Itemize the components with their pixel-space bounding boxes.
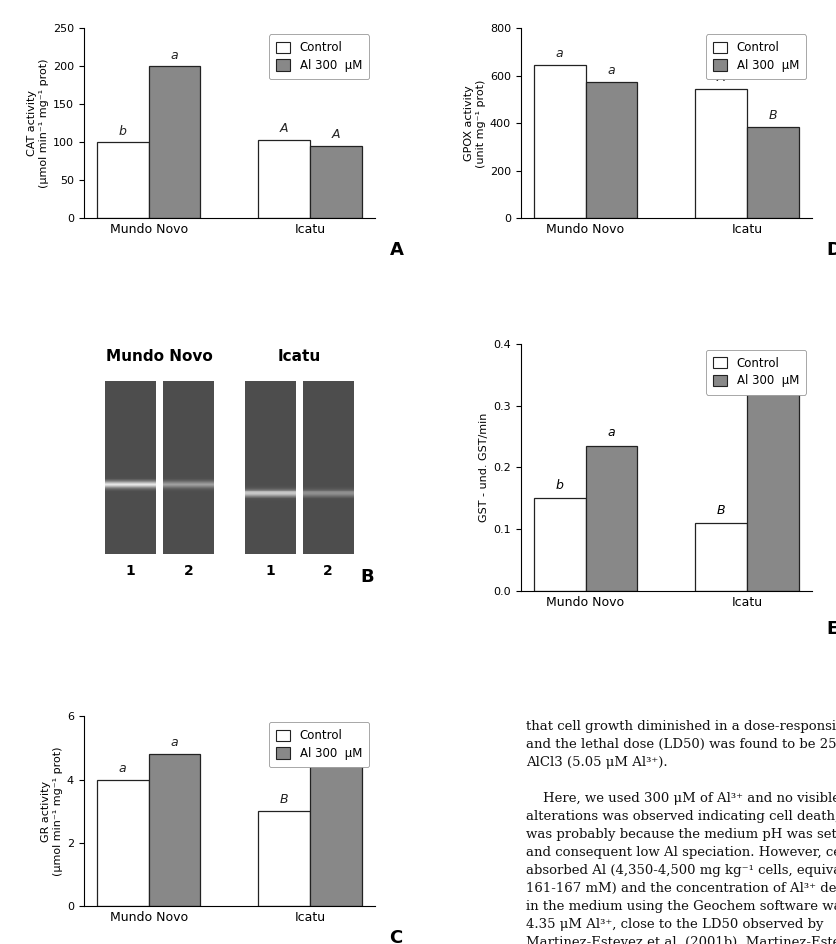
Bar	[533, 498, 585, 591]
Text: 2: 2	[323, 564, 333, 578]
Bar	[309, 754, 361, 906]
Bar	[104, 380, 156, 554]
Text: B: B	[360, 568, 374, 586]
Bar	[585, 446, 636, 591]
Text: B: B	[767, 110, 776, 122]
Bar	[149, 66, 200, 218]
Bar	[746, 126, 798, 218]
Legend: Control, Al 300  μM: Control, Al 300 μM	[705, 349, 805, 395]
Bar	[302, 380, 354, 554]
Text: 2: 2	[183, 564, 193, 578]
Text: A: A	[331, 128, 339, 142]
Text: a: a	[119, 762, 126, 775]
Text: 1: 1	[125, 564, 135, 578]
Bar	[309, 146, 361, 218]
Bar	[97, 780, 149, 906]
Text: b: b	[555, 479, 563, 492]
Bar	[244, 380, 296, 554]
Bar	[533, 65, 585, 218]
Legend: Control, Al 300  μM: Control, Al 300 μM	[268, 34, 369, 79]
Y-axis label: CAT activity
(μmol min⁻¹ mg⁻¹ prot): CAT activity (μmol min⁻¹ mg⁻¹ prot)	[27, 59, 48, 188]
Bar	[162, 380, 214, 554]
Text: that cell growth diminished in a dose-responsive way,
and the lethal dose (LD50): that cell growth diminished in a dose-re…	[526, 720, 836, 944]
Text: B: B	[716, 504, 725, 516]
Text: D: D	[825, 241, 836, 260]
Text: B: B	[279, 794, 288, 806]
Bar	[585, 82, 636, 218]
Bar	[258, 811, 309, 906]
Bar	[97, 143, 149, 218]
Y-axis label: GPOX activity
(unit mg⁻¹ prot): GPOX activity (unit mg⁻¹ prot)	[463, 79, 485, 167]
Bar	[695, 523, 746, 591]
Bar	[695, 89, 746, 218]
Text: a: a	[171, 736, 178, 750]
Text: A: A	[331, 736, 339, 750]
Bar	[149, 754, 200, 906]
Legend: Control, Al 300  μM: Control, Al 300 μM	[268, 722, 369, 767]
Text: E: E	[825, 620, 836, 638]
Text: A: A	[716, 71, 725, 84]
Text: Icatu: Icatu	[278, 348, 320, 363]
Text: Mundo Novo: Mundo Novo	[106, 348, 212, 363]
Text: a: a	[555, 47, 563, 60]
Y-axis label: GR activity
(μmol min⁻¹ mg⁻¹ prot): GR activity (μmol min⁻¹ mg⁻¹ prot)	[41, 747, 63, 876]
Text: A: A	[389, 241, 403, 260]
Legend: Control, Al 300  μM: Control, Al 300 μM	[705, 34, 805, 79]
Text: a: a	[607, 64, 614, 77]
Y-axis label: GST - und. GST/min: GST - und. GST/min	[478, 413, 488, 522]
Bar	[746, 378, 798, 591]
Bar	[258, 140, 309, 218]
Text: C: C	[389, 929, 402, 944]
Text: a: a	[171, 48, 178, 61]
Text: b: b	[119, 125, 126, 138]
Text: A: A	[280, 123, 288, 135]
Text: A: A	[767, 359, 776, 372]
Text: 1: 1	[265, 564, 275, 578]
Text: a: a	[607, 427, 614, 440]
